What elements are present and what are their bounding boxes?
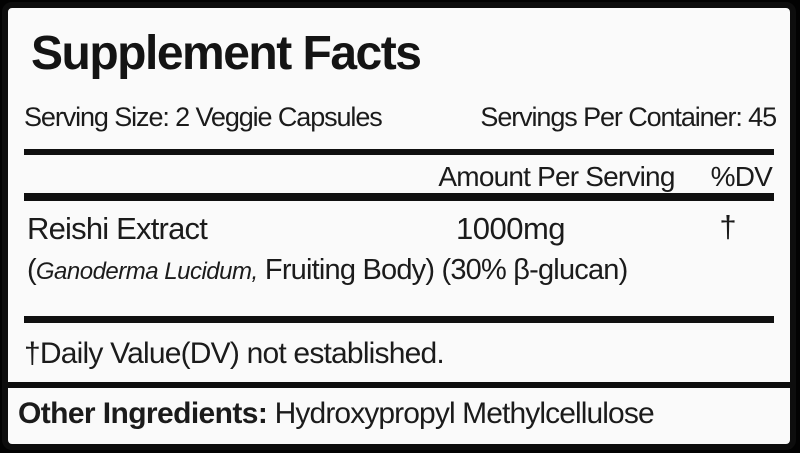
rule-above-header <box>24 149 774 155</box>
column-header-row: Amount Per Serving %DV <box>24 158 772 193</box>
ingredient-amount: 1000mg <box>456 211 566 246</box>
panel-title: Supplement Facts <box>31 27 422 80</box>
other-ingredients-row: Other Ingredients: Hydroxypropyl Methylc… <box>18 397 784 431</box>
other-ingredients-label: Other Ingredients: <box>18 397 268 430</box>
detail-rest: Fruiting Body) (30% β-glucan) <box>257 254 628 286</box>
serving-info-row: Serving Size: 2 Veggie Capsules Servings… <box>24 101 777 135</box>
other-ingredients-divider <box>2 382 796 388</box>
daily-value-footnote: †Daily Value(DV) not established. <box>24 337 445 370</box>
percent-dv-header: %DV <box>710 161 773 192</box>
ingredient-dv-dagger: † <box>719 209 737 244</box>
botanical-name: Ganoderma Lucidum, <box>35 258 258 285</box>
rule-above-footnote <box>24 316 774 323</box>
serving-size-text: Serving Size: 2 Veggie Capsules <box>24 102 383 132</box>
ingredient-name: Reishi Extract <box>27 211 208 246</box>
other-ingredients-value: Hydroxypropyl Methylcellulose <box>267 397 655 430</box>
ingredient-detail: (Ganoderma Lucidum, Fruiting Body) (30% … <box>27 254 628 287</box>
amount-per-serving-header: Amount Per Serving <box>438 161 675 192</box>
servings-per-container-text: Servings Per Container: 45 <box>480 102 777 132</box>
rule-below-header <box>24 193 774 201</box>
detail-open-paren: ( <box>27 254 37 286</box>
